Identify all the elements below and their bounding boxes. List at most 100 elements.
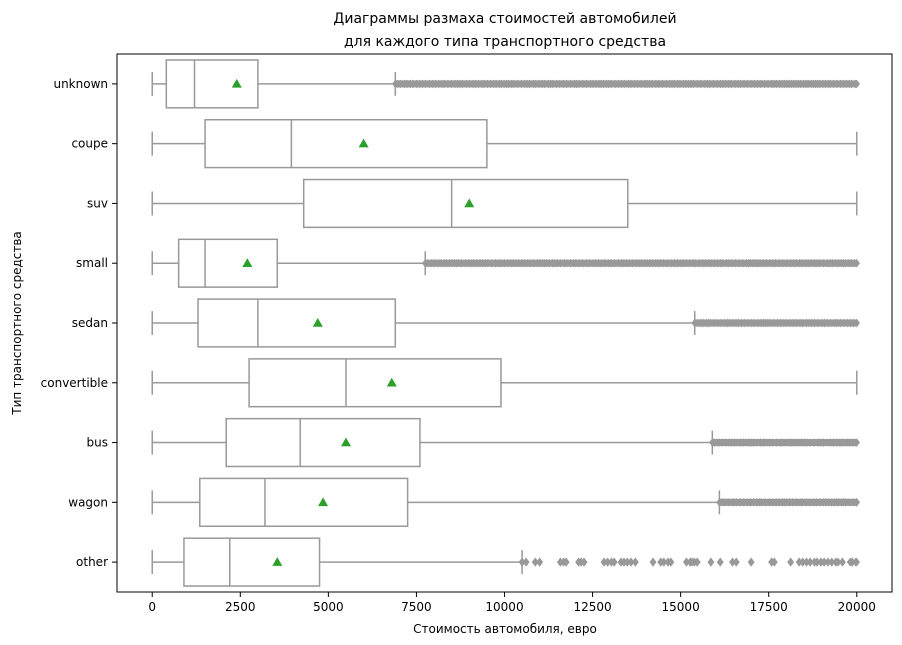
y-tick-label-bus: bus	[87, 436, 108, 450]
outlier-point	[724, 498, 732, 507]
outlier-point	[811, 438, 818, 447]
outlier-point	[744, 79, 751, 89]
mean-marker-other	[272, 557, 283, 566]
outlier-point	[799, 498, 806, 507]
outlier-point	[766, 318, 774, 328]
outlier-point	[686, 258, 693, 268]
x-tick-label: 15000	[662, 600, 700, 614]
outliers-sedan	[691, 318, 860, 328]
outlier-point	[733, 498, 740, 507]
outlier-point	[816, 258, 823, 268]
mean-marker-suv	[464, 198, 475, 208]
outlier-point	[631, 557, 639, 567]
y-tick-label-small: small	[76, 256, 108, 270]
x-tick-label: 20000	[838, 600, 876, 614]
outlier-point	[601, 258, 609, 268]
outlier-point	[783, 258, 790, 268]
outlier-point	[693, 557, 701, 567]
box-bus	[225, 417, 421, 468]
outlier-point	[787, 557, 795, 567]
outlier-point	[766, 438, 773, 447]
outlier-point	[448, 79, 455, 89]
outlier-point	[775, 498, 783, 507]
outlier-point	[598, 258, 605, 268]
outlier-point	[766, 498, 773, 507]
box-small	[177, 238, 279, 288]
outlier-point	[431, 258, 438, 268]
outlier-point	[690, 79, 697, 89]
y-tick-label-unknown: unknown	[53, 77, 108, 91]
outlier-point	[716, 557, 724, 567]
outlier-point	[510, 79, 518, 89]
outlier-point	[779, 318, 787, 328]
outlier-point	[484, 258, 492, 268]
outlier-point	[750, 318, 758, 328]
outlier-point	[583, 79, 590, 89]
box-group-convertible	[151, 358, 858, 408]
outliers-small	[422, 258, 860, 268]
outlier-point	[744, 498, 751, 507]
outlier-point	[757, 438, 764, 447]
outlier-point	[788, 438, 796, 447]
outlier-point	[488, 258, 495, 268]
outlier-point	[662, 79, 670, 89]
mean-marker-unknown	[231, 78, 242, 88]
outlier-point	[833, 79, 841, 89]
outlier-point	[791, 438, 799, 447]
outlier-point	[729, 318, 736, 328]
outlier-point	[693, 79, 701, 89]
x-axis-label: Стоимость автомобиля, евро	[413, 622, 597, 636]
outlier-point	[463, 79, 470, 89]
outlier-point	[649, 79, 656, 89]
outlier-point	[732, 557, 740, 567]
outlier-point	[664, 258, 671, 268]
y-tick-label-convertible: convertible	[41, 376, 108, 390]
x-tick-label: 2500	[225, 600, 256, 614]
outlier-point	[735, 258, 743, 268]
outlier-point	[772, 258, 779, 268]
outlier-point	[732, 258, 739, 268]
outlier-point	[634, 79, 641, 89]
outlier-point	[823, 438, 831, 447]
outlier-point	[694, 318, 701, 328]
outlier-point	[747, 557, 755, 567]
outlier-point	[397, 79, 404, 89]
outlier-point	[707, 557, 715, 567]
outlier-point	[706, 79, 714, 89]
outlier-point	[659, 79, 666, 89]
outlier-point	[440, 79, 448, 89]
outlier-point	[844, 318, 851, 328]
outlier-point	[697, 79, 705, 89]
outlier-point	[536, 557, 544, 567]
outlier-point	[803, 498, 810, 507]
outlier-point	[501, 258, 508, 268]
y-tick-label-coupe: coupe	[71, 137, 108, 151]
outlier-point	[853, 557, 860, 567]
outlier-point	[740, 79, 748, 89]
outlier-point	[403, 79, 411, 89]
outlier-point	[853, 498, 860, 507]
box-group-wagon	[151, 477, 860, 527]
outlier-point	[721, 498, 728, 507]
outlier-point	[846, 498, 854, 507]
y-tick-label-other: other	[76, 555, 108, 569]
outlier-point	[556, 79, 563, 89]
x-tick-label: 12500	[573, 600, 611, 614]
outlier-point	[744, 318, 751, 328]
outlier-point	[710, 79, 717, 89]
outlier-point	[757, 79, 764, 89]
outlier-point	[676, 79, 684, 89]
box-sedan	[197, 298, 397, 348]
outlier-point	[770, 318, 777, 328]
box-other	[183, 537, 321, 587]
outlier-point	[458, 258, 465, 268]
outlier-point	[625, 258, 633, 268]
outlier-point	[611, 258, 618, 268]
chart-title-line-2: для каждого типа транспортного средства	[344, 34, 666, 50]
outlier-point	[660, 258, 667, 268]
y-tick-label-sedan: sedan	[72, 316, 108, 330]
outlier-point	[728, 79, 735, 89]
box-suv	[302, 178, 629, 229]
outlier-point	[692, 258, 699, 268]
chart-title-line-1: Диаграммы размаха стоимостей автомобилей	[333, 11, 676, 27]
